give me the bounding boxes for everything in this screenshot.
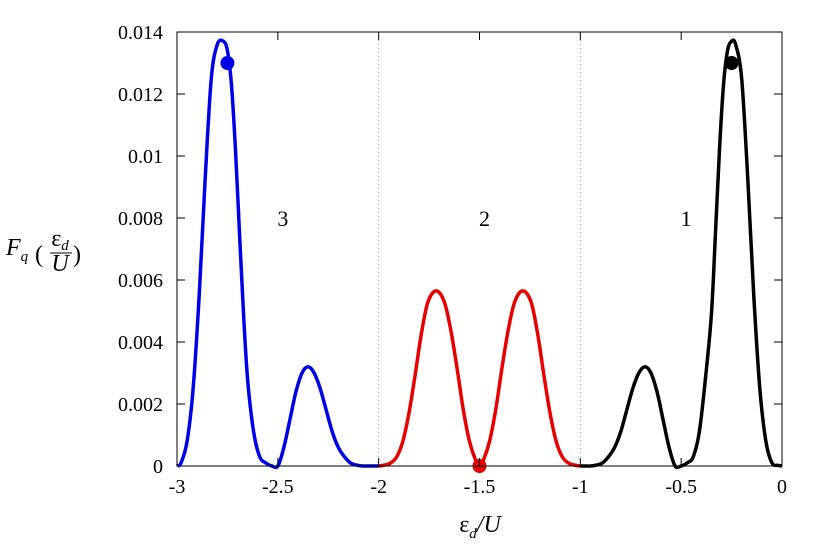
data-point-marker-3 bbox=[724, 56, 739, 70]
series-line-2 bbox=[378, 289, 581, 468]
fraction-numerator: εd bbox=[51, 226, 69, 254]
x-tick-label: -2.5 bbox=[262, 476, 294, 498]
region-labels: 3 2 1 bbox=[277, 206, 691, 231]
x-tick-label: -1.5 bbox=[464, 476, 496, 498]
region-label-2: 2 bbox=[479, 206, 490, 231]
y-tick-label: 0.012 bbox=[118, 84, 163, 106]
y-axis-label: Fq ( εd U ) bbox=[5, 226, 81, 277]
series-line-1 bbox=[175, 38, 379, 470]
y-tick-label: 0.004 bbox=[118, 332, 163, 354]
x-tick-label: -3 bbox=[169, 476, 186, 498]
fraction-denominator: U bbox=[51, 251, 70, 277]
series-layer bbox=[175, 38, 783, 470]
svg-text:Fq: Fq bbox=[5, 235, 29, 265]
x-tick-label: 0 bbox=[777, 476, 787, 498]
region-dividers bbox=[378, 32, 581, 466]
x-tick-label: -0.5 bbox=[665, 476, 697, 498]
data-point-marker-1 bbox=[220, 56, 235, 70]
series-line-3 bbox=[580, 38, 783, 470]
plot-frame bbox=[176, 31, 783, 467]
x-tick-label: -2 bbox=[370, 476, 387, 498]
y-tick-label: 0.002 bbox=[118, 394, 163, 416]
y-tick-label: 0.008 bbox=[118, 208, 163, 230]
region-label-1: 1 bbox=[681, 206, 692, 231]
x-tick-label: -1 bbox=[572, 476, 589, 498]
x-axis-label: εd/U bbox=[459, 512, 502, 542]
left-paren: ( bbox=[35, 242, 43, 268]
tick-layer: -3 -2.5 -2 -1.5 -1 -0.5 0 0 0.002 0.004 0.006 0.008… bbox=[118, 22, 787, 498]
y-tick-label: 0 bbox=[153, 456, 163, 478]
y-tick-label: 0.014 bbox=[118, 22, 163, 44]
y-tick-label: 0.006 bbox=[118, 270, 163, 292]
y-tick-label: 0.01 bbox=[128, 146, 163, 168]
right-paren: ) bbox=[73, 242, 81, 268]
region-label-3: 3 bbox=[277, 206, 288, 231]
